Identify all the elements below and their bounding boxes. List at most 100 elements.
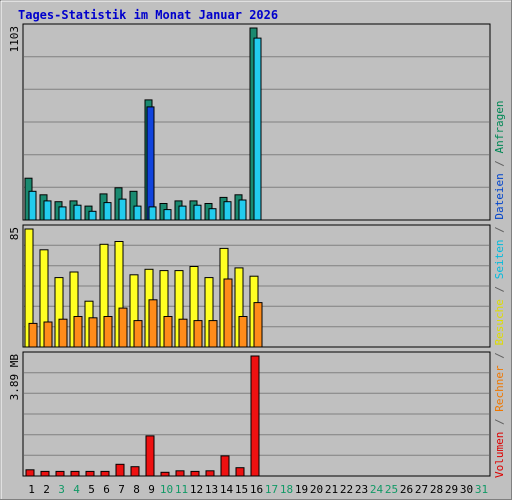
legend-entry: / <box>493 412 506 432</box>
bar-rechner <box>223 278 233 348</box>
bar-volumen <box>250 355 260 477</box>
x-tick-label: 28 <box>430 483 443 496</box>
x-tick-label: 30 <box>460 483 473 496</box>
bar-rechner <box>208 320 218 348</box>
svg-text:Volumen / Rechner / Besuche /: Volumen / Rechner / Besuche / Seiten / D… <box>493 100 506 478</box>
legend-entry: Dateien <box>493 173 506 219</box>
x-tick-label: 9 <box>148 483 155 496</box>
bar-seiten <box>43 200 52 221</box>
bar-seiten <box>118 198 127 221</box>
bar-volumen <box>190 470 200 477</box>
bar-volumen <box>70 470 80 477</box>
x-tick-label: 7 <box>118 483 125 496</box>
bar-seiten <box>223 201 232 221</box>
legend-entry: Volumen <box>493 432 506 478</box>
bar-rechner <box>193 320 203 348</box>
bar-rechner <box>28 322 38 348</box>
bar-rechner <box>238 316 248 348</box>
day-axis-labels: 1 2 3 4 5 6 7 8 9 10 11 12 13 14 15 16 17 18 19 20 21 22 23 24 2… <box>28 483 488 496</box>
bar-volumen <box>115 463 125 477</box>
x-tick-label: 17 <box>265 483 278 496</box>
bar-rechner <box>178 318 188 348</box>
x-tick-label: 19 <box>295 483 308 496</box>
bar-rechner <box>148 299 158 348</box>
bar-volumen <box>235 467 245 477</box>
bar-rechner <box>73 316 83 348</box>
bar-volumen <box>130 466 140 477</box>
bar-seiten <box>133 205 142 221</box>
chart-title: Tages-Statistik im Monat Januar 2026 <box>18 8 278 22</box>
x-tick-label: 16 <box>250 483 263 496</box>
bar-rechner <box>43 321 53 348</box>
bar-volumen <box>220 455 230 477</box>
bar-seiten <box>148 206 157 221</box>
bar-dateien <box>146 106 155 221</box>
bar-rechner <box>133 320 143 348</box>
y-max-label: 1103 <box>8 26 21 53</box>
bar-rechner <box>118 307 128 348</box>
x-tick-label: 13 <box>205 483 218 496</box>
x-tick-label: 24 <box>370 483 384 496</box>
panel-anfragen-dateien-seiten: 1103 <box>8 23 491 221</box>
x-tick-label: 15 <box>235 483 248 496</box>
bar-seiten <box>28 190 37 221</box>
bar-rechner <box>163 316 173 348</box>
bar-volumen <box>145 435 155 477</box>
legend-entry: / <box>493 279 506 299</box>
x-tick-label: 22 <box>340 483 353 496</box>
bar-seiten <box>73 204 82 221</box>
x-tick-label: 5 <box>88 483 95 496</box>
bar-seiten <box>238 199 247 221</box>
x-tick-label: 29 <box>445 483 458 496</box>
bar-rechner <box>58 318 68 348</box>
x-tick-label: 23 <box>355 483 368 496</box>
bar-rechner <box>253 302 263 348</box>
bar-seiten <box>193 204 202 221</box>
panel-volumen: 3.89 MB <box>8 351 491 477</box>
legend-entry: Rechner <box>493 365 506 412</box>
bar-volumen <box>55 470 65 477</box>
bar-volumen <box>40 470 50 477</box>
panel-besuche-rechner: 85 <box>8 224 491 348</box>
bar-seiten <box>58 206 67 221</box>
x-tick-label: 6 <box>103 483 110 496</box>
bar-seiten <box>253 37 262 221</box>
bar-rechner <box>103 316 113 348</box>
bar-rechner <box>88 317 98 348</box>
y-max-label: 3.89 MB <box>8 354 21 401</box>
legend-entry: Seiten <box>493 240 506 280</box>
x-tick-label: 21 <box>325 483 338 496</box>
x-tick-label: 20 <box>310 483 323 496</box>
bar-seiten <box>88 210 97 221</box>
bar-volumen <box>100 470 110 477</box>
bar-volumen <box>160 471 170 477</box>
x-tick-label: 18 <box>280 483 293 496</box>
legend-entry: Anfragen <box>493 100 506 153</box>
bar-volumen <box>25 469 35 477</box>
x-tick-label: 10 <box>160 483 173 496</box>
x-tick-label: 14 <box>220 483 234 496</box>
x-tick-label: 1 <box>28 483 35 496</box>
bar-volumen <box>205 470 215 477</box>
x-tick-label: 26 <box>400 483 413 496</box>
x-tick-label: 25 <box>385 483 398 496</box>
bar-seiten <box>208 208 217 221</box>
bar-volumen <box>85 470 95 477</box>
x-tick-label: 31 <box>475 483 488 496</box>
bar-volumen <box>175 470 185 477</box>
x-tick-label: 11 <box>175 483 188 496</box>
x-tick-label: 2 <box>43 483 50 496</box>
bar-seiten <box>163 209 172 221</box>
x-tick-label: 3 <box>58 483 65 496</box>
x-tick-label: 8 <box>133 483 140 496</box>
chart-legend: Volumen / Rechner / Besuche / Seiten / D… <box>493 100 506 478</box>
legend-entry: / <box>493 346 506 366</box>
y-max-label: 85 <box>8 227 21 240</box>
x-tick-label: 12 <box>190 483 203 496</box>
legend-entry: Besuche <box>493 299 506 345</box>
legend-entry: / <box>493 153 506 173</box>
bar-seiten <box>103 202 112 221</box>
x-tick-label: 4 <box>73 483 80 496</box>
